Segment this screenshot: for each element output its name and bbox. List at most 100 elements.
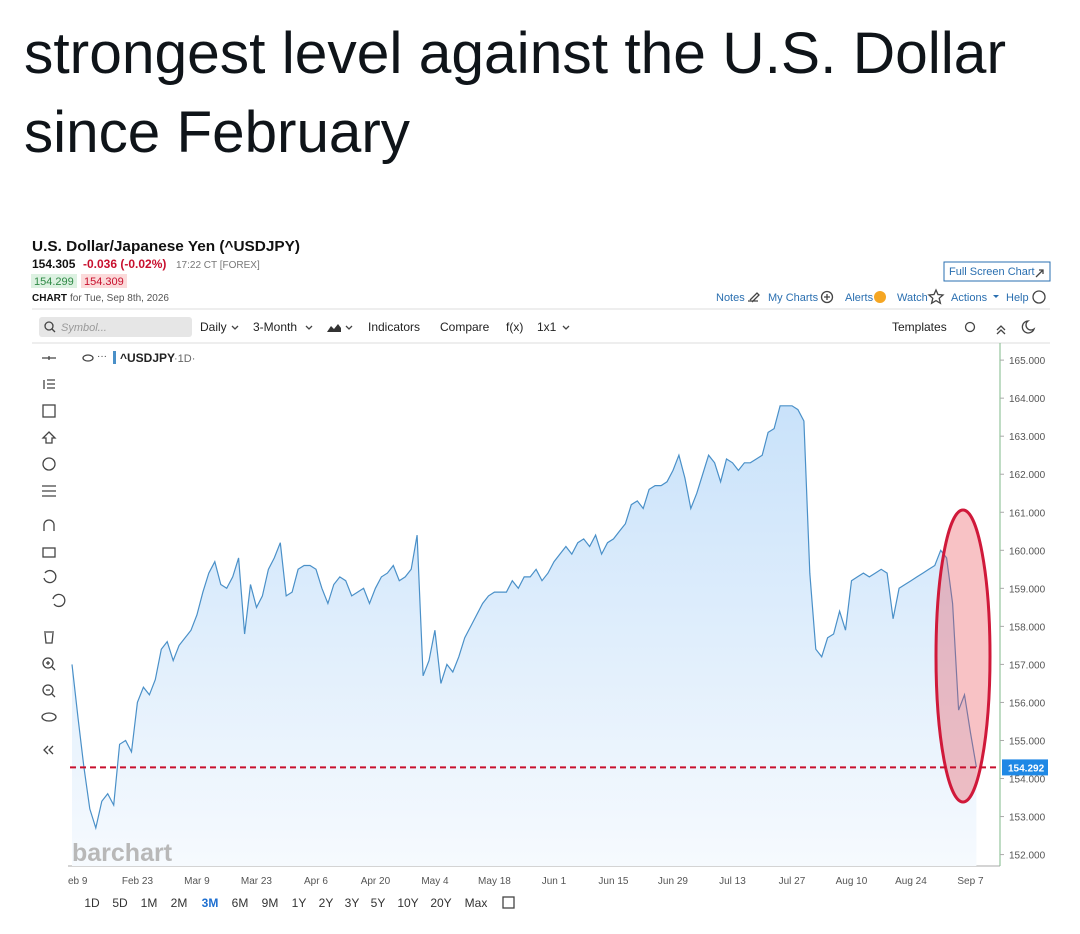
x-tick-label: May 4 bbox=[421, 876, 449, 887]
chevron bbox=[305, 325, 313, 330]
range-button[interactable]: 20Y bbox=[430, 896, 451, 910]
price-tag-label: 154.292 bbox=[1008, 763, 1045, 774]
x-tick-label: May 18 bbox=[478, 876, 511, 887]
area bbox=[72, 405, 977, 866]
y-tick-label: 153.000 bbox=[1009, 813, 1046, 824]
toolbar-item[interactable]: f(x) bbox=[506, 320, 523, 334]
range-button[interactable]: 2M bbox=[171, 896, 188, 910]
x-tick-label: eb 9 bbox=[68, 876, 88, 887]
annotation-ellipse bbox=[934, 508, 992, 804]
external-icon bbox=[1035, 269, 1044, 278]
tool-icon[interactable] bbox=[46, 689, 56, 698]
y-tick-label: 160.000 bbox=[1009, 546, 1046, 557]
y-tick-label: 157.000 bbox=[1009, 660, 1046, 671]
plus-icon bbox=[824, 294, 830, 300]
nav-link[interactable]: Watch bbox=[897, 292, 928, 304]
tool-bar bbox=[41, 356, 66, 755]
symbol-input[interactable] bbox=[39, 317, 192, 337]
bid: 154.299 bbox=[34, 276, 74, 288]
range-button[interactable]: Max bbox=[465, 896, 488, 910]
templates[interactable]: Templates bbox=[892, 320, 947, 334]
y-tick-label: 161.000 bbox=[1009, 508, 1046, 519]
range-button[interactable]: 1Y bbox=[292, 896, 307, 910]
chart-label: CHART bbox=[32, 293, 67, 304]
price-change: -0.036 (-0.02%) bbox=[83, 257, 166, 271]
range-button[interactable]: 10Y bbox=[397, 896, 418, 910]
calendar-icon[interactable] bbox=[502, 896, 515, 909]
range-button[interactable]: 5Y bbox=[371, 896, 386, 910]
menu-dots: ··· bbox=[97, 351, 107, 362]
y-tick-label: 165.000 bbox=[1009, 356, 1046, 367]
legend-swatch bbox=[113, 351, 116, 364]
caret-icon bbox=[993, 295, 999, 298]
tweet-line: since February bbox=[24, 100, 410, 165]
settings-icon[interactable] bbox=[964, 321, 976, 333]
tool-icon[interactable] bbox=[42, 657, 54, 669]
tool-icon[interactable] bbox=[43, 519, 55, 531]
tool-icon[interactable] bbox=[42, 485, 56, 497]
range-button[interactable]: 9M bbox=[262, 896, 279, 910]
chart-date: for Tue, Sep 8th, 2026 bbox=[70, 293, 169, 304]
x-tick-label: Jul 13 bbox=[719, 876, 746, 887]
range-button[interactable]: 3Y bbox=[345, 896, 360, 910]
tool-icon[interactable] bbox=[43, 379, 55, 389]
legend-name: ^USDJPY bbox=[120, 351, 175, 365]
full-screen-button[interactable] bbox=[943, 261, 1051, 282]
tool-icon[interactable] bbox=[42, 356, 56, 360]
tool-icon[interactable] bbox=[42, 547, 56, 558]
toolbar-item[interactable]: Indicators bbox=[368, 320, 420, 334]
tool-icon[interactable] bbox=[42, 684, 54, 696]
range-button[interactable]: 2Y bbox=[319, 896, 334, 910]
price-tag bbox=[1002, 759, 1048, 776]
visibility-icon[interactable] bbox=[82, 354, 94, 362]
tool-icon[interactable] bbox=[41, 712, 57, 722]
tool-icon[interactable] bbox=[43, 569, 57, 584]
tool-icon[interactable] bbox=[43, 745, 54, 755]
range-bar: 1D 5D 1M 2M 3M 6M 9M 1Y 2Y 3Y 5Y 10Y 20Y Max bbox=[84, 896, 487, 910]
collapse-icon[interactable] bbox=[996, 325, 1006, 335]
x-tick-label: Apr 20 bbox=[361, 876, 391, 887]
range-button[interactable]: 1D bbox=[84, 896, 100, 910]
nav-link[interactable]: Actions bbox=[951, 292, 988, 304]
toolbar-item[interactable]: 1x1 bbox=[537, 320, 557, 334]
x-tick-label: Jun 1 bbox=[542, 876, 567, 887]
alert-icon bbox=[874, 291, 886, 303]
theme-icon[interactable] bbox=[1021, 320, 1036, 334]
range-button[interactable]: 1M bbox=[141, 896, 158, 910]
nav-link[interactable]: Notes bbox=[716, 292, 745, 304]
tool-icon[interactable] bbox=[46, 661, 56, 671]
tool-icon[interactable] bbox=[44, 631, 54, 644]
full-screen-label[interactable]: Full Screen Chart bbox=[949, 266, 1035, 278]
plot bbox=[71, 359, 1004, 866]
x-tick-label: Sep 7 bbox=[957, 876, 984, 887]
nav-link[interactable]: Help bbox=[1006, 292, 1029, 304]
tool-icon[interactable] bbox=[52, 593, 66, 608]
tool-icon[interactable] bbox=[41, 431, 57, 444]
search-icon bbox=[51, 328, 56, 333]
tool-icon[interactable] bbox=[42, 457, 56, 471]
nav-link[interactable]: Alerts bbox=[845, 292, 874, 304]
toolbar-item[interactable]: 3-Month bbox=[253, 320, 297, 334]
chart-type-icon[interactable] bbox=[327, 324, 341, 332]
y-tick-label: 155.000 bbox=[1009, 736, 1046, 747]
y-tick-label: 163.000 bbox=[1009, 432, 1046, 443]
quote-title: U.S. Dollar/Japanese Yen (^USDJPY) bbox=[32, 238, 300, 255]
toolbar-item[interactable]: Compare bbox=[440, 320, 490, 334]
x-tick-label: Feb 23 bbox=[122, 876, 154, 887]
nav-link[interactable]: My Charts bbox=[768, 292, 819, 304]
y-tick-label: 162.000 bbox=[1009, 470, 1046, 481]
tool-icon[interactable] bbox=[42, 404, 56, 418]
toolbar-item[interactable]: Daily bbox=[200, 320, 227, 334]
help-icon bbox=[1032, 290, 1046, 304]
range-button[interactable]: 5D bbox=[112, 896, 128, 910]
x-tick-label: Apr 6 bbox=[304, 876, 328, 887]
tweet-line: strongest level against the U.S. Dollar bbox=[24, 21, 1006, 86]
range-button[interactable]: 6M bbox=[232, 896, 249, 910]
range-button[interactable]: 3M bbox=[202, 896, 219, 910]
notes-icon bbox=[748, 292, 760, 303]
y-tick-label: 159.000 bbox=[1009, 584, 1046, 595]
y-tick-label: 156.000 bbox=[1009, 698, 1046, 709]
ask-box bbox=[81, 274, 127, 288]
